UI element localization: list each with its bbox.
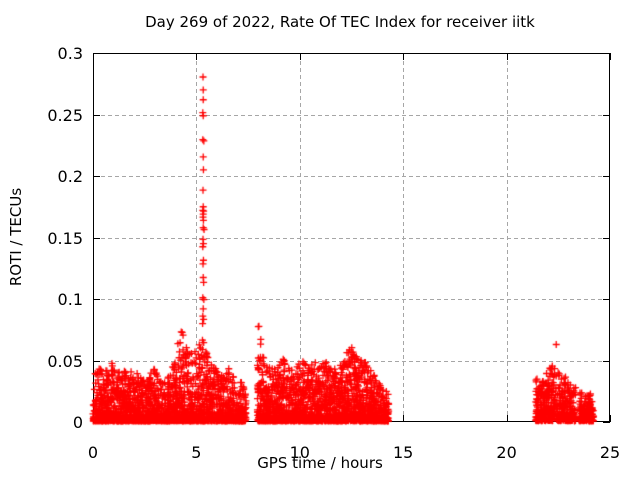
scatter-points-canvas bbox=[0, 0, 640, 480]
roti-chart: Day 269 of 2022, Rate Of TEC Index for r… bbox=[0, 0, 640, 480]
